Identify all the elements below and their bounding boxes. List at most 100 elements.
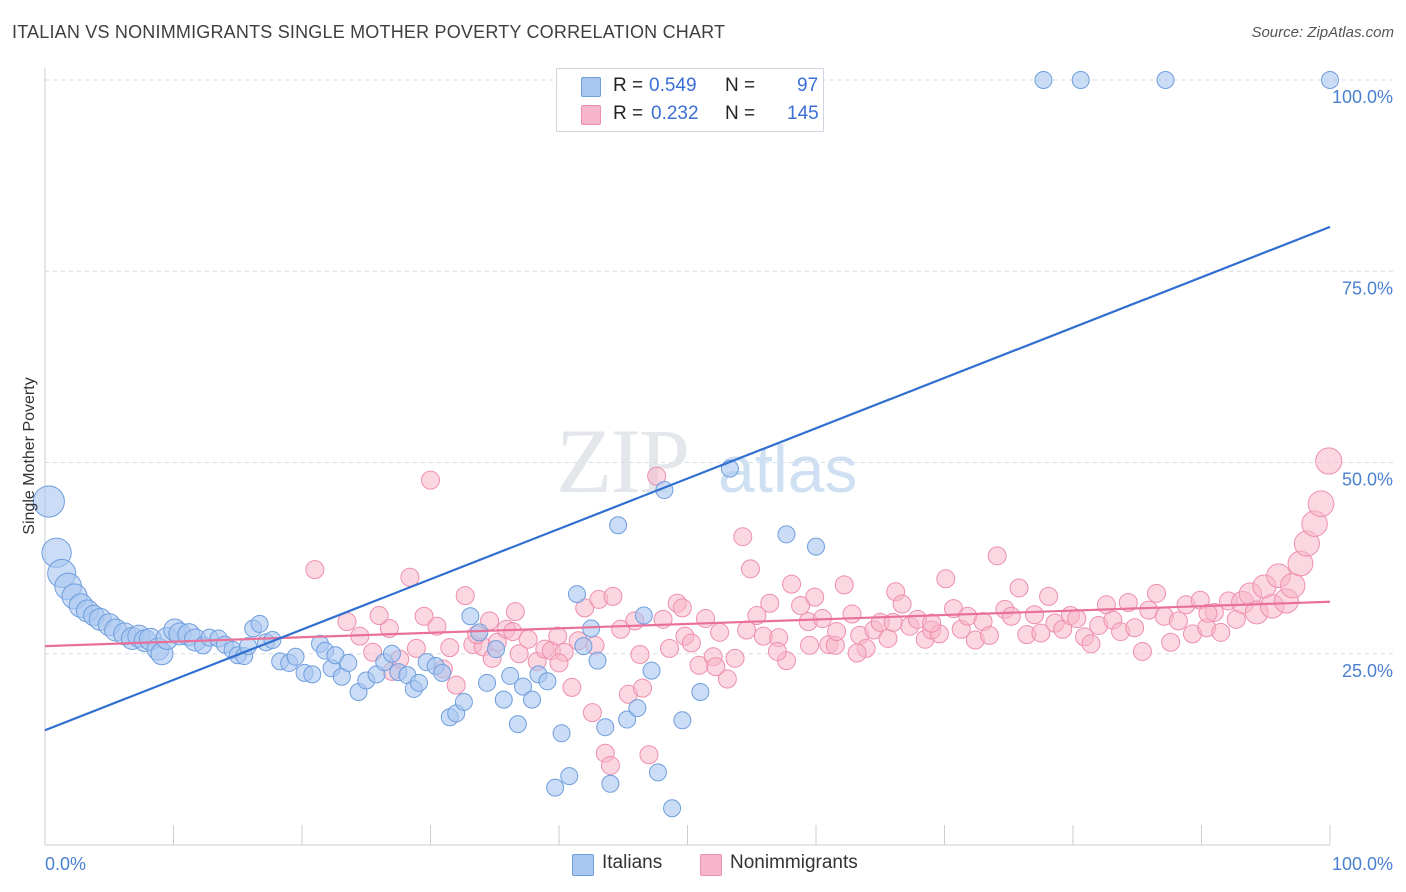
italians-point (691, 683, 710, 701)
nonimmigrants-point (1198, 603, 1218, 623)
nonimmigrants-point (400, 567, 420, 587)
nonimmigrants-point (421, 470, 440, 490)
italians-point (514, 677, 533, 696)
nonimmigrants-point (1001, 606, 1021, 626)
italians-point (478, 673, 497, 692)
italians-point (807, 537, 825, 556)
nonimmigrants-point (805, 587, 825, 607)
italians-point (454, 692, 473, 711)
italians-point (508, 715, 527, 734)
italians-point (523, 690, 542, 709)
italians-trend-line (44, 225, 1331, 732)
nonimmigrants-point (509, 644, 529, 664)
italians-point (250, 614, 269, 633)
y-tick-label: 75.0% (1342, 278, 1393, 298)
nonimmigrants-point (827, 622, 847, 642)
nonimmigrants-point (1161, 632, 1181, 652)
nonimmigrants-point (582, 703, 602, 723)
axes (44, 68, 1331, 846)
italians-point (433, 663, 452, 682)
nonimmigrants-point (446, 675, 466, 695)
nonimmigrants-point (1132, 641, 1152, 661)
italians-point (648, 763, 667, 782)
italians-point (663, 799, 682, 818)
x-tick-labels: 0.0% 100.0% (45, 854, 1393, 874)
nonimmigrants-point (747, 606, 767, 625)
italians-point (567, 585, 586, 604)
italians-point (339, 653, 358, 672)
nonimmigrants-point (518, 629, 538, 649)
italians-points (32, 71, 1339, 818)
italians-point (628, 699, 647, 718)
nonimmigrants-point (600, 755, 620, 775)
italians-swatch (581, 77, 601, 97)
legend-r-label: R = (613, 103, 644, 124)
italians-point (487, 640, 506, 659)
y-axis-title: Single Mother Poverty (21, 377, 38, 534)
nonimmigrants-point (740, 559, 760, 579)
nonimmigrants-point (639, 745, 659, 765)
nonimmigrants-point (800, 635, 820, 655)
nonimmigrants-point (633, 678, 653, 698)
nonimmigrants-r-value: 0.232 (651, 103, 699, 124)
italians-point (1071, 71, 1090, 89)
nonimmigrants-points (305, 447, 1343, 775)
nonimmigrants-point (630, 645, 650, 665)
italians-r-value: 0.549 (649, 75, 697, 96)
nonimmigrants-point (1168, 611, 1188, 631)
italians-point (239, 637, 258, 656)
italians-point (1321, 71, 1339, 89)
nonimmigrants-swatch (581, 105, 601, 125)
nonimmigrants-point (562, 677, 582, 697)
nonimmigrants-legend-swatch (700, 854, 722, 876)
nonimmigrants-point (725, 648, 745, 668)
italians-point (642, 661, 661, 680)
legend-n-label: N = (725, 75, 756, 96)
legend-n-label: N = (725, 103, 756, 124)
italians-point (588, 651, 607, 670)
nonimmigrants-point (1307, 490, 1335, 518)
nonimmigrants-point (575, 598, 595, 618)
nonimmigrants-point (1280, 572, 1306, 599)
italians-point (673, 711, 692, 730)
x-tick-label: 0.0% (45, 854, 86, 874)
nonimmigrants-point (414, 606, 434, 626)
nonimmigrants-point (1031, 623, 1051, 643)
nonimmigrants-point (681, 633, 701, 653)
italians-point (777, 525, 796, 544)
nonimmigrants-point (936, 569, 956, 589)
legend-row-italians: R = 0.549 N = 97 (581, 75, 821, 99)
nonimmigrants-point (611, 619, 631, 639)
nonimmigrants-point (878, 628, 898, 648)
italians-point (461, 607, 480, 626)
nonimmigrants-point (1081, 634, 1101, 654)
nonimmigrants-point (979, 625, 999, 645)
nonimmigrants-point (760, 593, 780, 613)
nonimmigrants-point (1067, 609, 1087, 629)
italians-point (501, 666, 520, 685)
nonimmigrants-point (922, 613, 942, 633)
x-tick-label: 100.0% (1332, 854, 1393, 874)
italians-point (1034, 71, 1053, 89)
y-tick-labels: 25.0% 50.0% 75.0% 100.0% (1332, 87, 1393, 681)
italians-point (538, 672, 557, 691)
italians-point (286, 647, 305, 666)
chart-title: ITALIAN VS NONIMMIGRANTS SINGLE MOTHER P… (12, 22, 726, 42)
watermark-atlas: atlas (718, 432, 857, 506)
nonimmigrants-point (505, 602, 525, 622)
nonimmigrants-n-value: 145 (787, 103, 819, 124)
italians-legend-label: Italians (602, 852, 663, 873)
y-tick-label: 50.0% (1342, 470, 1393, 490)
nonimmigrants-point (1211, 622, 1231, 642)
italians-point (609, 516, 628, 535)
nonimmigrants-point (427, 616, 447, 636)
nonimmigrants-point (710, 622, 730, 642)
nonimmigrants-point (549, 653, 569, 673)
nonimmigrants-point (603, 586, 623, 606)
source-credit: Source: ZipAtlas.com (1251, 24, 1394, 41)
nonimmigrants-point (1009, 578, 1029, 598)
nonimmigrants-point (1315, 447, 1343, 475)
nonimmigrants-point (791, 596, 811, 616)
nonimmigrants-point (1147, 583, 1167, 603)
nonimmigrants-point (305, 560, 325, 580)
